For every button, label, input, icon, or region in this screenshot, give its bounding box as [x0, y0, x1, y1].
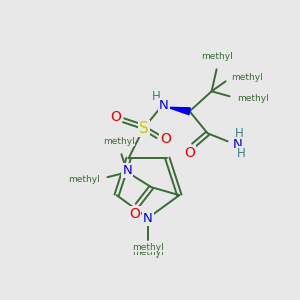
Text: N: N — [122, 164, 132, 177]
Text: O: O — [129, 207, 140, 221]
Text: O: O — [184, 146, 195, 160]
Text: O: O — [160, 132, 171, 146]
Text: N: N — [143, 212, 153, 224]
Text: methyl: methyl — [134, 249, 164, 258]
Text: H: H — [152, 90, 161, 103]
Text: methyl: methyl — [103, 137, 135, 146]
Text: N: N — [233, 138, 242, 151]
Text: methyl: methyl — [238, 94, 269, 103]
Text: O: O — [110, 110, 121, 124]
Text: S: S — [139, 121, 148, 136]
Polygon shape — [168, 107, 190, 115]
Text: H: H — [237, 147, 246, 160]
Text: H: H — [235, 127, 244, 140]
Text: methyl: methyl — [68, 175, 99, 184]
Text: methyl: methyl — [132, 248, 164, 257]
Text: methyl: methyl — [132, 242, 164, 251]
Text: methyl: methyl — [232, 73, 263, 82]
Text: N: N — [159, 99, 169, 112]
Text: methyl: methyl — [201, 52, 232, 61]
